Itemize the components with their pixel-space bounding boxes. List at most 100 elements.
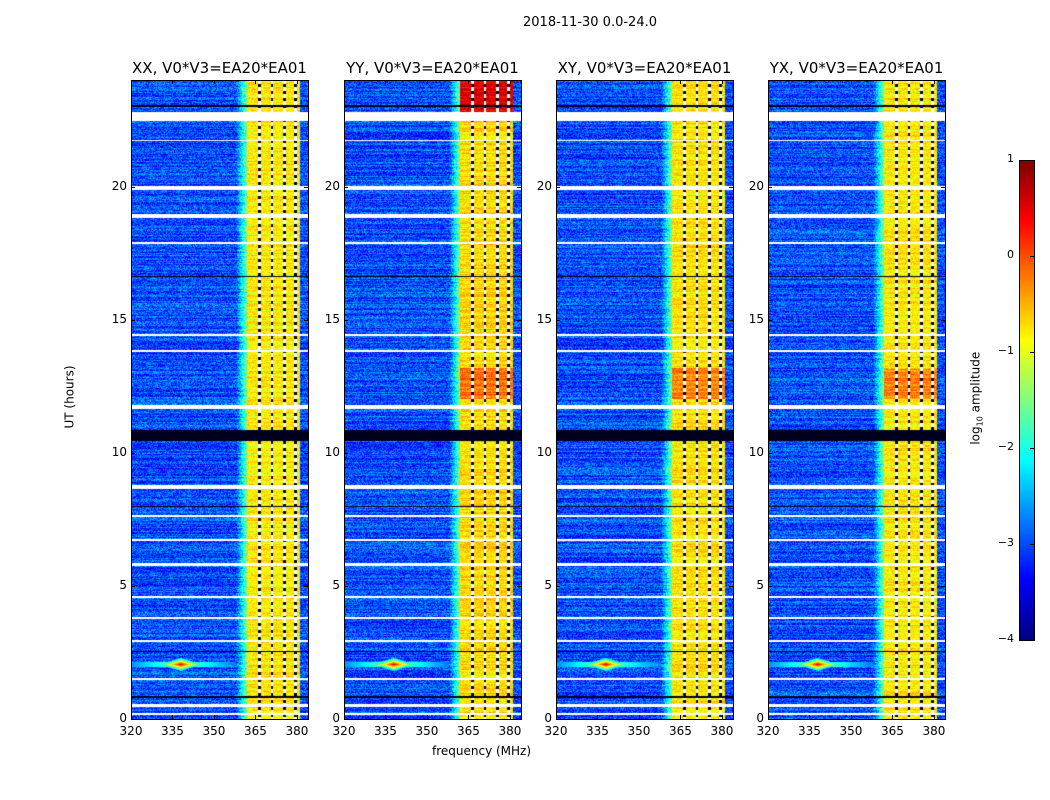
y-tick-label: 10	[748, 444, 764, 459]
x-tick-mark	[556, 715, 557, 719]
x-tick-mark	[344, 715, 345, 719]
x-tick-mark	[385, 80, 387, 84]
panel-title: YX, V0*V3=EA20*EA01	[769, 59, 944, 77]
y-tick-label: 0	[544, 711, 552, 725]
colorbar	[1019, 160, 1034, 640]
colorbar-tick-mark	[1030, 640, 1035, 641]
x-tick-mark	[597, 715, 599, 719]
y-tick-mark	[517, 585, 521, 587]
y-tick-mark	[344, 319, 348, 321]
y-tick-mark	[768, 719, 772, 720]
y-tick-mark	[556, 452, 560, 454]
y-tick-mark	[941, 186, 945, 188]
colorbar-tick-mark	[1030, 448, 1035, 449]
y-tick-mark	[344, 186, 348, 188]
colorbar-tick-mark	[1030, 256, 1035, 257]
y-tick-mark	[768, 186, 772, 188]
x-tick-mark	[426, 80, 428, 84]
x-tick-label: 365	[669, 724, 692, 738]
y-tick-label: 20	[536, 178, 552, 193]
x-axis-label: frequency (MHz)	[432, 744, 532, 758]
x-tick-mark	[131, 80, 132, 84]
y-tick-label: 5	[332, 577, 340, 592]
x-tick-mark	[556, 80, 557, 84]
x-tick-mark	[344, 80, 345, 84]
y-tick-mark	[131, 719, 135, 720]
x-tick-label: 320	[332, 724, 356, 738]
x-tick-mark	[509, 80, 511, 84]
x-tick-mark	[172, 80, 174, 84]
y-tick-mark	[517, 719, 521, 720]
y-tick-label: 15	[324, 311, 340, 326]
y-tick-label: 10	[536, 444, 552, 459]
y-tick-label: 5	[756, 577, 764, 592]
x-tick-label: 380	[922, 724, 946, 738]
y-tick-label: 5	[119, 577, 127, 592]
x-tick-label: 350	[202, 724, 226, 738]
y-tick-mark	[304, 319, 308, 321]
y-tick-label: 20	[748, 178, 764, 193]
x-tick-mark	[172, 715, 174, 719]
x-tick-label: 335	[374, 724, 397, 738]
y-tick-label: 20	[111, 178, 127, 193]
y-tick-mark	[131, 186, 135, 188]
x-tick-mark	[892, 715, 894, 719]
x-tick-label: 335	[798, 724, 821, 738]
y-tick-mark	[517, 186, 521, 188]
x-tick-mark	[768, 80, 769, 84]
x-tick-label: 350	[839, 724, 863, 738]
x-tick-label: 380	[285, 724, 309, 738]
x-tick-label: 335	[586, 724, 609, 738]
y-tick-mark	[729, 452, 733, 454]
y-tick-mark	[304, 719, 308, 720]
x-tick-mark	[296, 715, 298, 719]
x-tick-mark	[850, 80, 852, 84]
x-tick-mark	[809, 80, 811, 84]
y-tick-label: 15	[536, 311, 552, 326]
colorbar-tick-label: −3	[997, 536, 1014, 549]
y-tick-label: 10	[111, 444, 127, 459]
y-tick-label: 0	[332, 711, 340, 725]
y-tick-mark	[768, 319, 772, 321]
panel-title: XX, V0*V3=EA20*EA01	[132, 59, 307, 77]
y-tick-mark	[304, 186, 308, 188]
x-tick-mark	[131, 715, 132, 719]
y-tick-mark	[304, 585, 308, 587]
x-tick-mark	[509, 715, 511, 719]
x-tick-label: 365	[881, 724, 904, 738]
y-tick-label: 0	[756, 711, 764, 725]
y-tick-mark	[517, 319, 521, 321]
x-tick-mark	[385, 715, 387, 719]
x-tick-mark	[213, 715, 215, 719]
y-tick-mark	[941, 585, 945, 587]
x-tick-mark	[721, 80, 723, 84]
colorbar-tick-mark	[1030, 160, 1035, 161]
x-tick-mark	[426, 715, 428, 719]
y-axis-label: UT (hours)	[62, 365, 77, 429]
colorbar-tick-label: 0	[1007, 248, 1014, 261]
y-tick-mark	[768, 452, 772, 454]
x-tick-mark	[468, 715, 470, 719]
panel-title: YY, V0*V3=EA20*EA01	[346, 59, 519, 77]
x-tick-mark	[680, 80, 682, 84]
y-tick-mark	[556, 186, 560, 188]
colorbar-label: log10 amplitude	[968, 351, 985, 445]
x-tick-label: 320	[544, 724, 568, 738]
x-tick-label: 335	[161, 724, 184, 738]
panel-title: XY, V0*V3=EA20*EA01	[557, 59, 732, 77]
x-tick-mark	[721, 715, 723, 719]
y-tick-mark	[729, 319, 733, 321]
colorbar-tick-label: −1	[997, 344, 1014, 357]
y-tick-mark	[344, 452, 348, 454]
x-tick-mark	[468, 80, 470, 84]
x-tick-label: 320	[119, 724, 143, 738]
y-tick-mark	[556, 319, 560, 321]
colorbar-tick-label: −4	[997, 632, 1014, 645]
y-tick-label: 5	[544, 577, 552, 592]
x-tick-mark	[680, 715, 682, 719]
y-tick-mark	[304, 452, 308, 454]
y-tick-mark	[344, 719, 348, 720]
x-tick-mark	[933, 715, 935, 719]
x-tick-mark	[296, 80, 298, 84]
